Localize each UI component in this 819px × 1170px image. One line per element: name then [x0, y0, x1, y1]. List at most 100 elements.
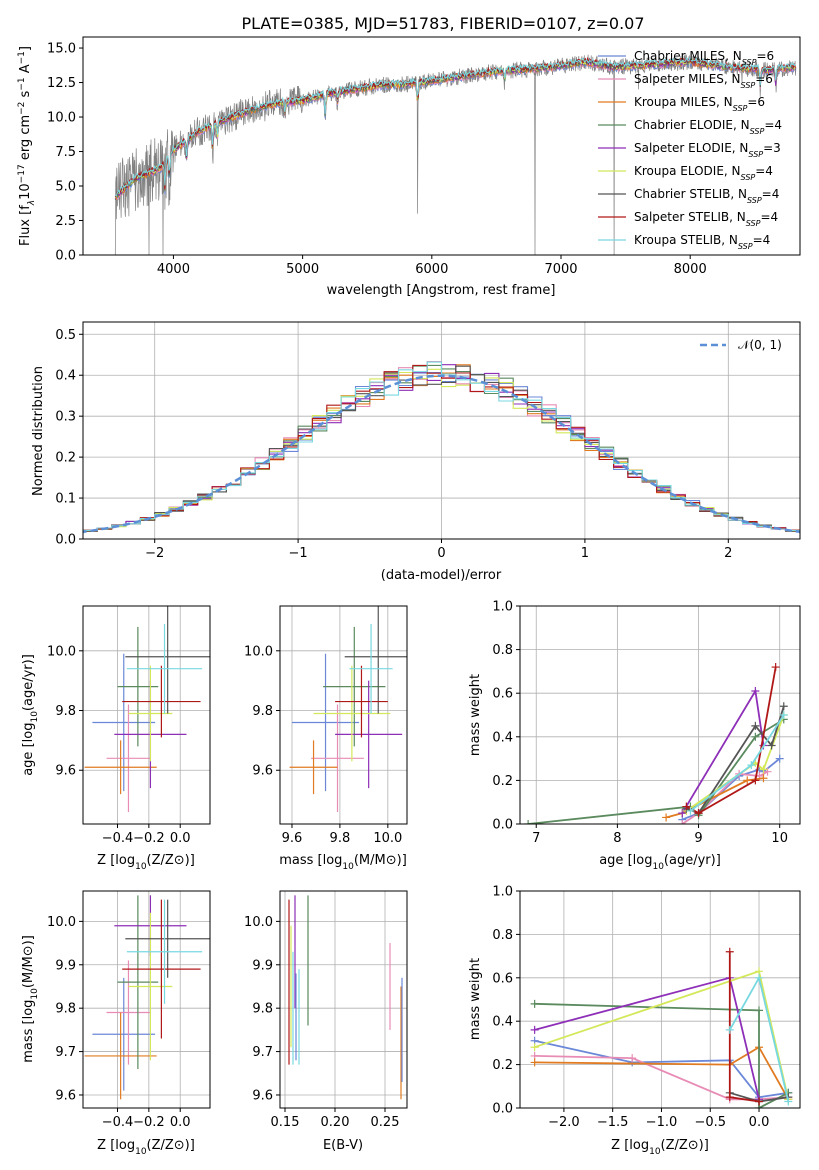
- spectrum-title: PLATE=0385, MJD=51783, FIBERID=0107, z=0…: [241, 14, 644, 33]
- residuals-xlabel: (data-model)/error: [381, 568, 502, 583]
- legend-label-kroupa_elodie: Kroupa ELODIE, NSSP=4: [634, 164, 773, 182]
- ylabel-part: 10: [18, 183, 33, 200]
- ylabel-part: A: [18, 64, 33, 77]
- series-marker-chabrier_stelib: [751, 721, 760, 730]
- y-tick-label: 0.4: [55, 369, 76, 384]
- label-part: mass [log: [279, 853, 342, 868]
- y-tick-label: 0.0: [55, 249, 76, 264]
- plot-area: [84, 895, 210, 1100]
- legend-n: =6: [756, 49, 774, 63]
- normal-legend-label: 𝒩(0, 1): [738, 338, 782, 352]
- series-marker-chabrier_miles: [775, 754, 784, 763]
- y-tick-label: 9.8: [252, 704, 273, 719]
- legend-n: =6: [747, 95, 765, 109]
- label-sub: 10: [342, 862, 354, 872]
- x-tick-label: −0.2: [133, 1115, 165, 1130]
- x-axis-label: Z [log10(Z/Z⊙)]: [97, 853, 195, 872]
- series-marker-kroupa_miles: [743, 776, 752, 785]
- series-marker-kroupa_stelib: [686, 806, 695, 815]
- model-spectrum-kroupa_stelib: [115, 56, 796, 197]
- x-tick-label: −1.5: [597, 1115, 629, 1130]
- y-tick-label: 2.5: [55, 214, 76, 229]
- x-tick-label: −2.0: [548, 1115, 580, 1130]
- x-tick-label: 1: [581, 546, 589, 561]
- y-tick-label: 9.6: [252, 1088, 273, 1103]
- y-tick-label: 0.3: [55, 410, 76, 425]
- series-marker-kroupa_stelib: [725, 1025, 734, 1034]
- legend-n: =3: [763, 141, 781, 155]
- residuals-legend: 𝒩(0, 1): [700, 338, 782, 352]
- plot-area: [288, 895, 403, 1100]
- ylabel-part: erg cm: [18, 115, 33, 164]
- y-axis-label: mass weight: [468, 674, 483, 756]
- label-part: Z [log: [97, 853, 135, 868]
- y-tick-label: 0.2: [492, 774, 513, 789]
- x-tick-label: 10: [771, 831, 788, 846]
- series-marker-salpeter_miles: [678, 820, 687, 824]
- label-sub: 10: [30, 988, 40, 1000]
- legend-n: =6: [755, 72, 773, 86]
- legend-model: Chabrier MILES, N: [634, 49, 742, 63]
- label-part: mass [log: [21, 1000, 36, 1063]
- legend-sub: SSP: [748, 150, 763, 159]
- legend-n: =4: [762, 187, 780, 201]
- y-tick-label: 9.9: [252, 958, 273, 973]
- x-axis-label: Z [log10(Z/Z⊙)]: [97, 1138, 195, 1157]
- ylabel-part: s: [18, 90, 33, 101]
- legend-model: Salpeter MILES, N: [634, 72, 741, 86]
- series-marker-chabrier_elodie: [751, 732, 760, 741]
- x-tick-label: −0.4: [102, 831, 134, 846]
- y-tick-label: 5.0: [55, 180, 76, 195]
- y-tick-label: 10.0: [244, 644, 273, 659]
- spectrum-panel: 4000 5000 6000 7000 8000 0.0 2.5 5.0 7.5 10.0 12.5…: [47, 36, 801, 277]
- series-marker-salpeter_elodie: [678, 809, 687, 818]
- legend-sub: SSP: [747, 196, 762, 205]
- label-sub: 10: [30, 711, 40, 723]
- legend-label-kroupa_stelib: Kroupa STELIB, NSSP=4: [634, 233, 770, 251]
- series-marker-chabrier_elodie: [524, 820, 533, 824]
- series-marker-chabrier_stelib: [779, 702, 788, 711]
- series-marker-chabrier_elodie: [755, 1006, 764, 1015]
- residuals-panel: −2 −1 0 1 2 0.0 0.1 0.2 0.3 0.4 0.5: [55, 321, 801, 561]
- series-marker-kroupa_stelib: [755, 973, 764, 982]
- x-tick-label: 10.0: [373, 831, 402, 846]
- label-sub: 10: [652, 862, 664, 872]
- x-tick-label: 6000: [415, 262, 448, 277]
- normal-curve: [83, 374, 800, 534]
- series-marker-salpeter_stelib: [725, 1093, 734, 1102]
- plot-area: [83, 360, 800, 534]
- label-sub: 10: [135, 1147, 147, 1157]
- x-axis-label: E(B-V): [323, 1138, 363, 1153]
- series-marker-kroupa_elodie: [530, 1043, 539, 1052]
- y-tick-label: 9.7: [55, 1045, 76, 1060]
- weight-vs-z-panel: −2.0 −1.5 −1.0 −0.5 0.0 0.0 0.2 0.4 0.6 0.8 1.0 Z […: [468, 885, 801, 1157]
- y-tick-label: 0.4: [492, 1015, 513, 1030]
- legend-label-salpeter_stelib: Salpeter STELIB, NSSP=4: [634, 210, 778, 228]
- age-vs-z-panel: −0.4 −0.2 0.09.69.810.0Z [log10(Z/Z⊙)]age …: [21, 605, 211, 872]
- axes-frame: [279, 605, 408, 825]
- x-tick-label: −0.4: [102, 1115, 134, 1130]
- y-tick-label: 10.0: [47, 111, 76, 126]
- label-part: (M/M⊙)]: [21, 935, 36, 988]
- axes-frame: [82, 890, 211, 1109]
- x-tick-label: 0.20: [321, 1115, 350, 1130]
- axes-frame: [519, 890, 801, 1109]
- x-tick-label: 0.0: [170, 831, 191, 846]
- legend-sub: SSP: [750, 127, 765, 136]
- x-axis-label: mass [log10(M/M⊙)]: [279, 853, 407, 872]
- y-tick-label: 9.8: [55, 704, 76, 719]
- series-marker-salpeter_elodie: [751, 687, 760, 696]
- x-tick-label: 0.0: [749, 1115, 770, 1130]
- residuals-ylabel: Normed distribution: [31, 366, 46, 496]
- legend-model: Kroupa ELODIE, N: [634, 164, 741, 178]
- label-sub: 10: [135, 862, 147, 872]
- series-marker-salpeter_miles: [763, 767, 772, 776]
- y-tick-label: 9.8: [55, 1002, 76, 1017]
- ylabel-part: −1: [17, 51, 27, 64]
- x-tick-label: −0.5: [694, 1115, 726, 1130]
- x-tick-label: 8000: [674, 262, 707, 277]
- plot-area: [530, 947, 793, 1108]
- axes-frame: [519, 605, 801, 825]
